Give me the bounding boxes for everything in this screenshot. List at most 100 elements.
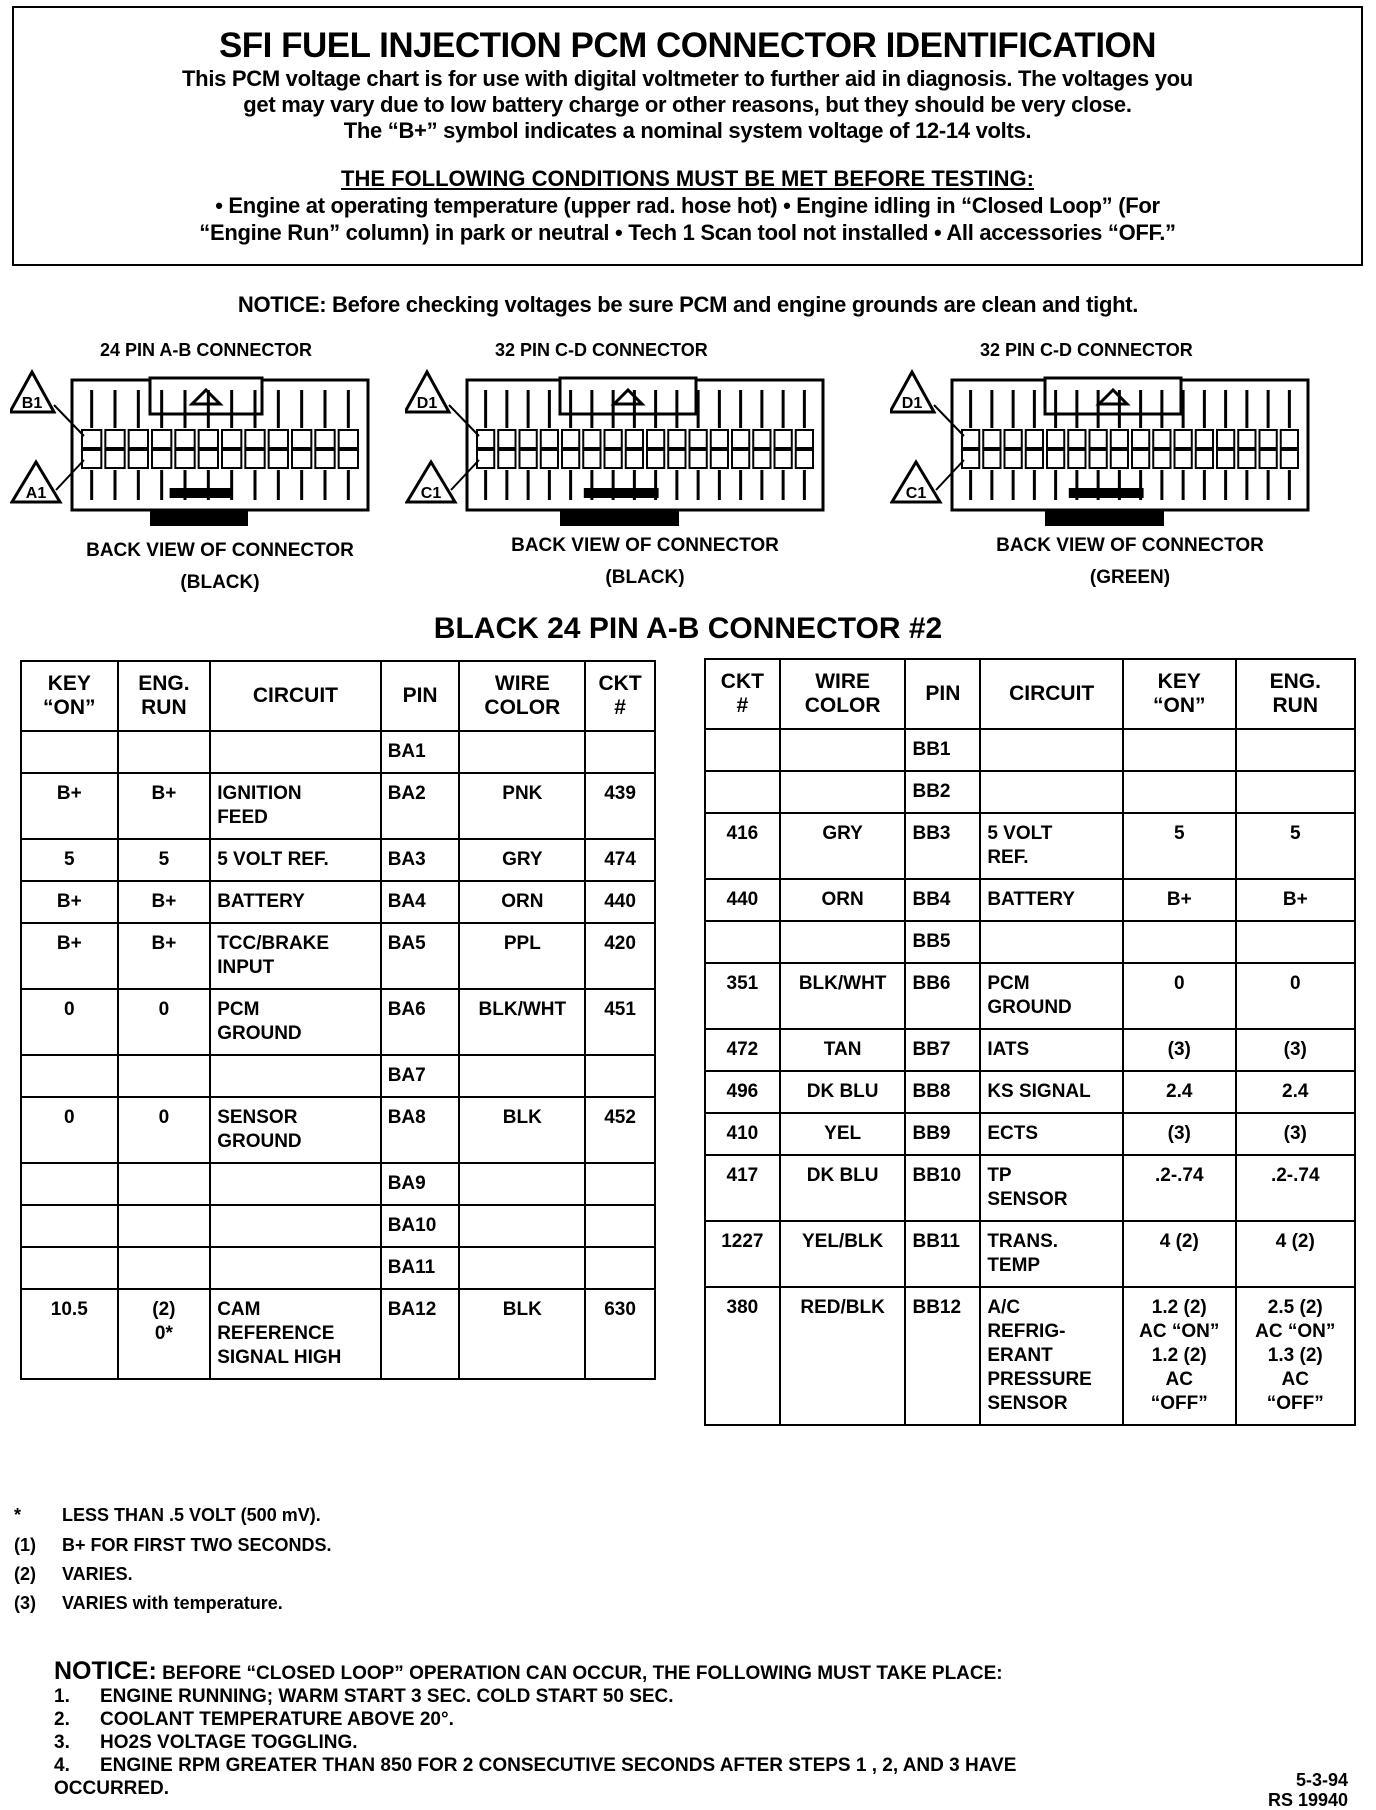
- table-cell: TAN: [778, 1028, 907, 1072]
- table-row: 380 RED/BLK BB12 A/C REFRIG- ERANT PRESSURE…: [704, 1286, 1357, 1426]
- right-table-header: ENG. RUN: [1234, 658, 1357, 730]
- left-table-header: KEY “ON”: [20, 660, 119, 732]
- table-cell: [1234, 728, 1357, 772]
- table-cell: 4 (2): [1122, 1220, 1237, 1288]
- table-cell: BB5: [904, 920, 982, 964]
- table-row: BA9: [20, 1162, 656, 1206]
- table-cell: [584, 1246, 656, 1290]
- table-cell: BB7: [904, 1028, 982, 1072]
- pin-label: A1: [26, 485, 47, 502]
- pin-label: D1: [417, 395, 438, 412]
- connector-diagram: 32 PIN C-D CONNECTOR D1 C1 BACK VIEW OF …: [405, 340, 855, 590]
- table-cell: [209, 1162, 382, 1206]
- pin-label: B1: [22, 395, 43, 412]
- table-cell: [458, 730, 587, 774]
- table-cell: BB6: [904, 962, 982, 1030]
- doc-code: RS 19940: [1268, 1790, 1349, 1810]
- date-text: 5-3-94: [1296, 1770, 1349, 1790]
- table-cell: [584, 1204, 656, 1248]
- table-cell: BATTERY: [979, 878, 1125, 922]
- table-cell: 5: [116, 838, 212, 882]
- table-cell: 5 VOLT REF.: [209, 838, 382, 882]
- table-cell: [458, 1246, 587, 1290]
- condition-line: “Engine Run” column) in park or neutral …: [199, 220, 1176, 245]
- table-row: BA1: [20, 730, 656, 774]
- table-cell: 452: [584, 1096, 656, 1164]
- table-cell: 420: [584, 922, 656, 990]
- table-cell: (3): [1234, 1028, 1357, 1072]
- table-cell: BB10: [904, 1154, 982, 1222]
- table-cell: .2-.74: [1234, 1154, 1357, 1222]
- table-cell: B+: [20, 922, 119, 990]
- table-cell: [116, 1204, 212, 1248]
- table-cell: BLK/WHT: [778, 962, 907, 1030]
- table-cell: 440: [584, 880, 656, 924]
- table-row: 0 0 PCM GROUND BA6 BLK/WHT 451: [20, 988, 656, 1056]
- condition-line: • Engine at operating temperature (upper…: [215, 193, 1160, 218]
- footnote: * LESS THAN .5 VOLT (500 mV).: [14, 1505, 321, 1525]
- table-row: B+ B+ BATTERY BA4 ORN 440: [20, 880, 656, 924]
- table-cell: YEL/BLK: [778, 1220, 907, 1288]
- table-cell: DK BLU: [778, 1154, 907, 1222]
- table-cell: 0: [20, 1096, 119, 1164]
- table-cell: BA5: [379, 922, 461, 990]
- left-table-header: CIRCUIT: [209, 660, 382, 732]
- table-cell: [979, 920, 1125, 964]
- table-cell: PPL: [458, 922, 587, 990]
- notice-text: BEFORE “CLOSED LOOP” OPERATION CAN OCCUR…: [162, 1663, 1003, 1684]
- table-cell: TRANS. TEMP: [979, 1220, 1125, 1288]
- table-cell: [20, 1246, 119, 1290]
- table-cell: BB3: [904, 812, 982, 880]
- table-cell: [458, 1204, 587, 1248]
- table-cell: [458, 1054, 587, 1098]
- table-cell: B+: [20, 880, 119, 924]
- table-cell: [116, 1054, 212, 1098]
- table-cell: 5 VOLT REF.: [979, 812, 1125, 880]
- table-cell: [458, 1162, 587, 1206]
- table-cell: [584, 1054, 656, 1098]
- table-cell: [1122, 728, 1237, 772]
- table-cell: TCC/BRAKE INPUT: [209, 922, 382, 990]
- table-cell: B+: [116, 880, 212, 924]
- table-cell: 630: [584, 1288, 656, 1380]
- doc-date: 5-3-94 RS 19940: [1268, 1770, 1348, 1810]
- table-cell: BA11: [379, 1246, 461, 1290]
- table-cell: BB11: [904, 1220, 982, 1288]
- left-table-header: CKT #: [584, 660, 656, 732]
- table-row: 0 0 SENSOR GROUND BA8 BLK 452: [20, 1096, 656, 1164]
- table-cell: [979, 770, 1125, 814]
- table-row: B+ B+ TCC/BRAKE INPUT BA5 PPL 420: [20, 922, 656, 990]
- connector-color: (GREEN): [1089, 567, 1171, 588]
- table-cell: BA1: [379, 730, 461, 774]
- table-row: 417 DK BLU BB10 TP SENSOR .2-.74.2-.74: [704, 1154, 1357, 1222]
- connector-caption: BACK VIEW OF CONNECTOR: [996, 535, 1264, 556]
- table-cell: [1122, 920, 1237, 964]
- table-cell: CAM REFERENCE SIGNAL HIGH: [209, 1288, 382, 1380]
- table-cell: PCM GROUND: [979, 962, 1125, 1030]
- table-cell: 5: [20, 838, 119, 882]
- table-row: 351 BLK/WHT BB6 PCM GROUND 0 0: [704, 962, 1357, 1030]
- table-row: BB2: [704, 770, 1357, 814]
- table-cell: BLK: [458, 1288, 587, 1380]
- table-cell: [704, 728, 781, 772]
- table-cell: 2.4: [1234, 1070, 1357, 1114]
- table-cell: [116, 1162, 212, 1206]
- table-cell: 417: [704, 1154, 781, 1222]
- table-cell: B+: [116, 772, 212, 840]
- left-pin-table: KEY “ON” ENG. RUN CIRCUIT PIN WIRE COLOR CKT …: [20, 660, 656, 1380]
- table-cell: 0: [20, 988, 119, 1056]
- intro-line: This PCM voltage chart is for use with d…: [182, 66, 1193, 91]
- table-row: BA7: [20, 1054, 656, 1098]
- table-cell: [20, 1204, 119, 1248]
- table-row: BB1: [704, 728, 1357, 772]
- table-cell: 1.2 (2) AC “ON” 1.2 (2) AC “OFF”: [1122, 1286, 1237, 1426]
- notice-label: NOTICE:: [54, 1657, 157, 1685]
- table-cell: 2.4: [1122, 1070, 1237, 1114]
- table-cell: GRY: [778, 812, 907, 880]
- table-row: 416 GRY BB3 5 VOLT REF. 5 5: [704, 812, 1357, 880]
- table-row: 472 TAN BB7 IATS (3) (3): [704, 1028, 1357, 1072]
- step-item: 2. COOLANT TEMPERATURE ABOVE 20°.: [54, 1709, 454, 1730]
- table-row: 496 DK BLU BB8 KS SIGNAL 2.4 2.4: [704, 1070, 1357, 1114]
- left-table-header: PIN: [379, 660, 461, 732]
